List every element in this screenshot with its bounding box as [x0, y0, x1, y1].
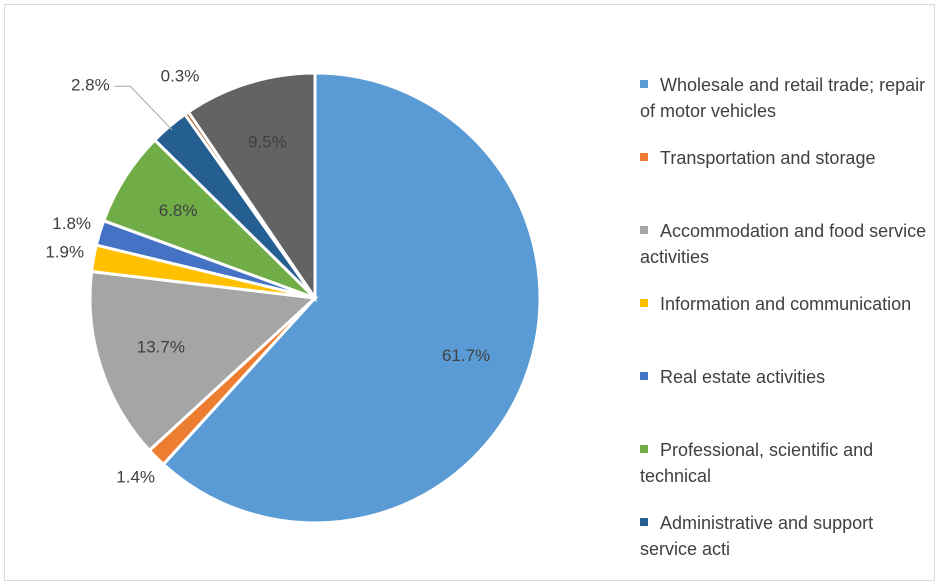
pie-slice [186, 71, 317, 303]
pie-slice [88, 269, 319, 453]
legend-item: Administrative and support service acti [640, 510, 930, 562]
data-label: 1.8% [52, 214, 91, 233]
legend-label: Information and communication [660, 294, 912, 314]
legend-item: Real estate activities [640, 364, 930, 390]
legend-swatch [640, 372, 648, 381]
legend-item: Information and communication [640, 291, 930, 317]
legend-label: Administrative and support service acti [640, 513, 874, 559]
data-label: 0.3% [161, 67, 200, 86]
data-label: 6.8% [159, 201, 198, 220]
legend-label: Real estate activities [660, 367, 826, 387]
data-label: 1.9% [45, 243, 84, 262]
legend-item: Professional, scientific and technical [640, 437, 930, 489]
legend-swatch [640, 80, 648, 89]
data-label: 13.7% [137, 337, 185, 356]
legend-swatch [640, 518, 648, 527]
legend-item: Wholesale and retail trade; repair of mo… [640, 72, 930, 124]
data-label: 1.4% [116, 468, 155, 487]
legend-swatch [640, 445, 648, 454]
pie-slice [161, 71, 542, 525]
data-label: 9.5% [248, 133, 287, 152]
data-label: 2.8% [71, 76, 110, 95]
legend-label: Transportation and storage [660, 148, 876, 168]
data-label: 61.7% [442, 346, 490, 365]
legend-swatch [640, 299, 648, 308]
leader-line [114, 85, 173, 131]
legend-swatch [640, 226, 648, 235]
chart-frame [4, 4, 935, 581]
legend-item: Transportation and storage [640, 145, 930, 171]
legend-label: Professional, scientific and technical [640, 440, 874, 486]
legend-label: Accommodation and food service activitie… [640, 221, 927, 267]
legend-label: Wholesale and retail trade; repair of mo… [640, 75, 926, 121]
legend-item: Accommodation and food service activitie… [640, 218, 930, 270]
legend-swatch [640, 153, 648, 162]
